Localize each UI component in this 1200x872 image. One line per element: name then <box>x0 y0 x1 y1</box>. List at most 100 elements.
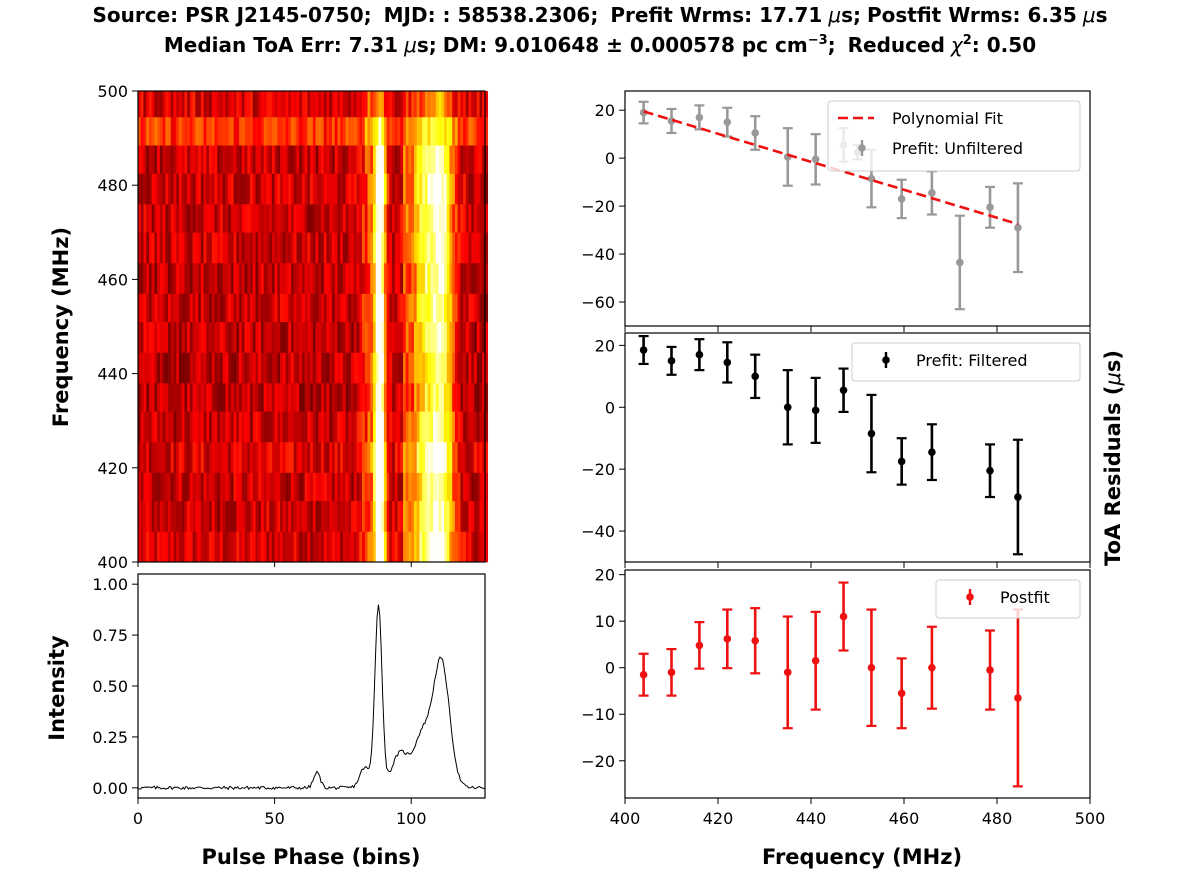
heatmap-cell <box>277 500 281 532</box>
heatmap-cell <box>337 472 341 502</box>
data-point <box>956 258 964 267</box>
xtick-label: 420 <box>703 809 734 828</box>
heatmap-cell <box>364 352 368 384</box>
heatmap-cell <box>449 441 453 473</box>
heatmap-cell <box>291 116 295 146</box>
heatmap-cell <box>386 500 390 532</box>
heatmap-cell <box>463 204 467 233</box>
heatmap-cell <box>375 500 379 532</box>
heatmap-cell <box>143 145 147 174</box>
heatmap-cell <box>296 262 300 294</box>
heatmap-cell <box>225 531 229 563</box>
heatmap-cell <box>468 173 472 205</box>
heatmap-cell <box>146 441 150 473</box>
heatmap-cell <box>321 204 325 233</box>
heatmap-cell <box>255 262 259 294</box>
heatmap-cell <box>195 232 199 264</box>
heatmap-cell <box>318 411 322 443</box>
heatmap-cell <box>203 411 207 443</box>
heatmap-cell <box>154 500 158 532</box>
legend-box <box>851 342 1081 382</box>
heatmap-cell <box>452 352 456 384</box>
heatmap-cell <box>372 321 377 353</box>
heatmap-cell <box>408 352 412 384</box>
heatmap-cell <box>465 531 469 563</box>
heatmap-cell <box>173 204 177 233</box>
heatmap-cell <box>408 383 412 412</box>
heatmap-cell <box>285 116 289 146</box>
heatmap-cell <box>359 441 363 473</box>
heatmap-cell <box>209 500 213 532</box>
heatmap-cell <box>318 352 322 384</box>
heatmap-cell <box>244 472 248 502</box>
heatmap-cell <box>211 91 215 118</box>
heatmap-cell <box>214 293 218 323</box>
heatmap-cell <box>165 500 169 532</box>
heatmap-cell <box>198 441 202 473</box>
heatmap-cell <box>485 204 489 233</box>
heatmap-cell <box>146 262 150 294</box>
heatmap-cell <box>329 145 333 174</box>
heatmap-cell <box>271 91 275 118</box>
heatmap-cell <box>465 383 469 412</box>
heatmap-cell <box>457 441 461 473</box>
heatmap-cell <box>416 441 420 473</box>
heatmap-cell <box>263 116 267 146</box>
heatmap-cell <box>392 441 396 473</box>
heatmap-cell <box>444 173 448 205</box>
heatmap-cell <box>471 352 475 384</box>
heatmap-cell <box>140 173 144 205</box>
heatmap-cell <box>359 352 363 384</box>
heatmap-cell <box>405 531 409 563</box>
heatmap-cell <box>200 232 204 264</box>
data-point <box>928 189 936 197</box>
heatmap-cell <box>255 116 259 146</box>
heatmap-cell <box>345 232 349 264</box>
heatmap-cell <box>198 145 202 174</box>
heatmap-cell <box>372 500 377 532</box>
heatmap-cell <box>263 173 267 205</box>
heatmap-cell <box>474 500 478 532</box>
heatmap-cell <box>173 321 177 353</box>
heatmap-cell <box>397 91 401 118</box>
heatmap-cell <box>337 352 341 384</box>
heatmap-cell <box>280 352 284 384</box>
heatmap-cell <box>386 411 390 443</box>
heatmap-cell <box>299 173 303 205</box>
heatmap-cell <box>359 293 363 323</box>
heatmap-cell <box>228 173 232 205</box>
heatmap-cell <box>244 145 248 174</box>
heatmap-cell <box>485 383 489 412</box>
heatmap-cell <box>383 91 387 118</box>
heatmap-cell <box>424 531 428 563</box>
heatmap-cell <box>323 383 327 412</box>
heatmap-cell <box>315 145 319 174</box>
heatmap-cell <box>159 145 163 174</box>
heatmap-cell <box>474 232 478 264</box>
heatmap-cell <box>433 441 437 473</box>
heatmap-cell <box>454 472 458 502</box>
heatmap-cell <box>187 204 191 233</box>
heatmap-cell <box>449 531 453 563</box>
heatmap-cell <box>211 116 215 146</box>
heatmap-cell <box>198 232 202 264</box>
heatmap-cell <box>143 204 147 233</box>
heatmap-cell <box>252 383 256 412</box>
heatmap-cell <box>285 262 289 294</box>
heatmap-cell <box>178 531 183 563</box>
heatmap-cell <box>351 383 355 412</box>
heatmap-cell <box>195 145 199 174</box>
heatmap-cell <box>340 500 344 532</box>
heatmap-cell <box>304 232 308 264</box>
heatmap-cell <box>454 262 458 294</box>
heatmap-cell <box>359 500 363 532</box>
heatmap-cell <box>400 262 404 294</box>
heatmap-cell <box>293 472 297 502</box>
heatmap-cell <box>176 441 180 473</box>
heatmap-cell <box>277 145 281 174</box>
heatmap-cell <box>449 321 453 353</box>
heatmap-cell <box>392 383 396 412</box>
heatmap-cell <box>353 232 357 264</box>
heatmap-cell <box>454 411 458 443</box>
heatmap-cell <box>274 91 278 118</box>
